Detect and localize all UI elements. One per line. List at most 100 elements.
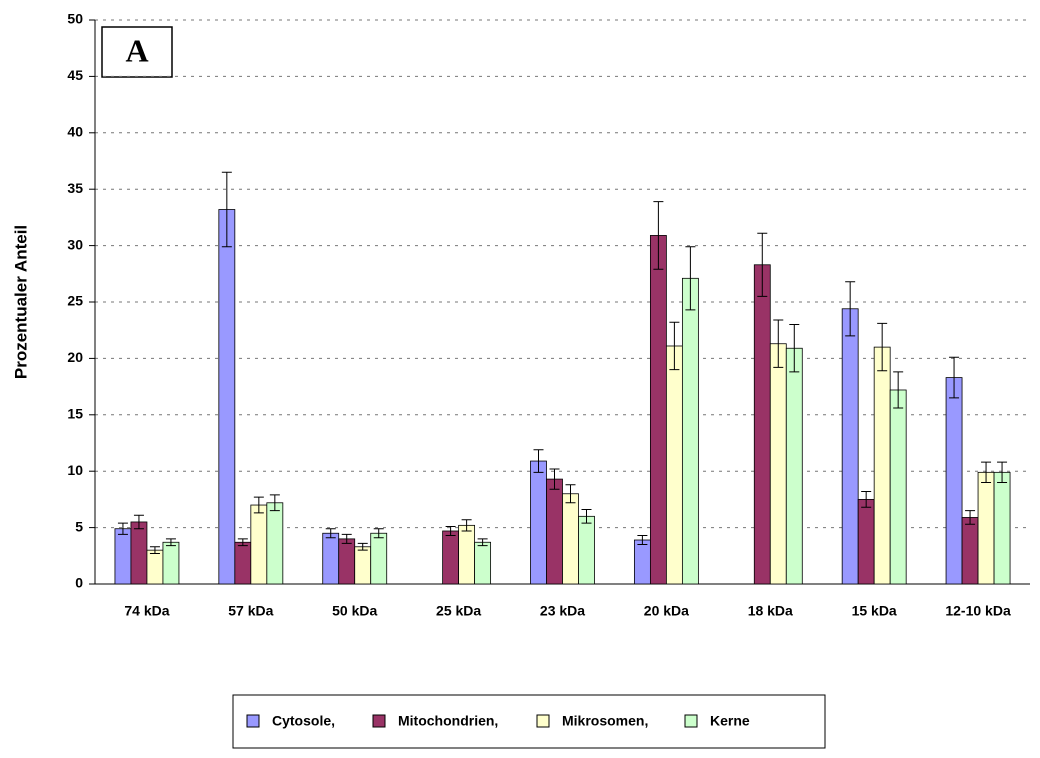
error-bar — [549, 468, 560, 490]
bar — [458, 524, 476, 585]
legend-label: Mikrosomen, — [562, 713, 648, 729]
error-bar — [981, 461, 992, 483]
error-bar — [533, 449, 544, 473]
bar — [442, 530, 460, 585]
error-bar — [165, 538, 176, 547]
y-tick-label: 30 — [67, 236, 83, 252]
error-bar — [581, 509, 592, 524]
bar — [250, 504, 268, 585]
error-bar — [133, 514, 144, 530]
error-bar — [357, 542, 368, 551]
error-bar — [789, 324, 800, 373]
y-tick-label: 10 — [67, 462, 83, 478]
y-tick-label: 0 — [75, 575, 83, 591]
error-bar — [461, 519, 472, 532]
bar — [162, 541, 180, 585]
error-bar — [221, 171, 232, 248]
bar — [546, 478, 563, 585]
bar — [562, 493, 579, 585]
error-bar — [773, 319, 784, 368]
error-bar — [845, 281, 856, 337]
error-bar — [997, 461, 1008, 483]
x-tick-label: 25 kDa — [436, 603, 481, 619]
bar — [370, 532, 388, 585]
error-bar — [325, 528, 336, 539]
y-tick-label: 20 — [67, 349, 83, 365]
bar — [961, 517, 979, 585]
bar — [146, 549, 164, 585]
legend-swatch — [536, 714, 550, 728]
error-bar — [373, 528, 384, 539]
bar — [530, 460, 547, 585]
legend-label: Mitochondrien, — [398, 713, 498, 729]
bar — [322, 532, 340, 585]
bar — [354, 546, 372, 585]
error-bar — [477, 538, 488, 547]
error-bar — [637, 534, 648, 546]
legend-swatch — [684, 714, 698, 728]
bar — [769, 343, 787, 585]
error-bar — [237, 538, 248, 547]
y-tick-label: 50 — [67, 11, 83, 27]
x-tick-label: 23 kDa — [540, 603, 585, 619]
bar — [649, 235, 667, 585]
error-bar — [117, 522, 128, 535]
error-bar — [341, 533, 352, 544]
error-bar — [877, 322, 888, 372]
error-bar — [445, 525, 456, 536]
bar — [857, 498, 875, 585]
bar — [873, 346, 891, 585]
error-bar — [893, 371, 904, 409]
bar — [889, 389, 907, 585]
bar — [130, 521, 148, 585]
error-bar — [565, 484, 576, 504]
bar — [578, 515, 595, 585]
legend-label: Kerne — [710, 713, 750, 729]
bar — [633, 539, 651, 585]
error-bar — [253, 496, 264, 514]
y-tick-label: 15 — [67, 406, 83, 422]
bar — [234, 541, 252, 585]
x-tick-label: 50 kDa — [332, 603, 377, 619]
error-bar — [653, 201, 664, 270]
x-tick-label: 57 kDa — [228, 603, 273, 619]
y-tick-label: 5 — [75, 518, 83, 534]
bar — [114, 528, 132, 585]
x-tick-label: 20 kDa — [644, 603, 689, 619]
error-bar — [269, 494, 280, 512]
annotation-box — [101, 26, 173, 78]
error-bar — [965, 510, 976, 525]
error-bar — [669, 321, 680, 371]
x-tick-label: 18 kDa — [748, 603, 793, 619]
error-bar — [149, 546, 160, 555]
bar — [945, 377, 963, 585]
legend-swatch — [372, 714, 386, 728]
bar — [841, 308, 859, 585]
bar — [753, 264, 771, 585]
error-bar — [757, 232, 768, 297]
y-tick-label: 40 — [67, 124, 83, 140]
bar — [681, 277, 699, 585]
error-bar — [949, 356, 960, 399]
error-bar — [861, 491, 872, 508]
bar — [993, 471, 1011, 585]
bar — [266, 502, 284, 585]
bar — [977, 471, 995, 585]
annotation: A — [125, 32, 148, 68]
legend-label: Cytosole, — [272, 713, 335, 729]
bar — [474, 541, 492, 585]
error-bar — [685, 246, 696, 311]
y-tick-label: 25 — [67, 293, 83, 309]
legend-swatch — [246, 714, 260, 728]
y-tick-label: 45 — [67, 67, 83, 83]
x-tick-label: 12-10 kDa — [945, 603, 1011, 619]
x-tick-label: 74 kDa — [124, 603, 169, 619]
bar — [665, 345, 683, 585]
y-tick-label: 35 — [67, 180, 83, 196]
y-axis-label: Prozentualer Anteil — [11, 225, 30, 379]
bar — [338, 538, 356, 585]
x-tick-label: 15 kDa — [852, 603, 897, 619]
bar — [785, 347, 803, 585]
legend-box — [232, 694, 826, 749]
